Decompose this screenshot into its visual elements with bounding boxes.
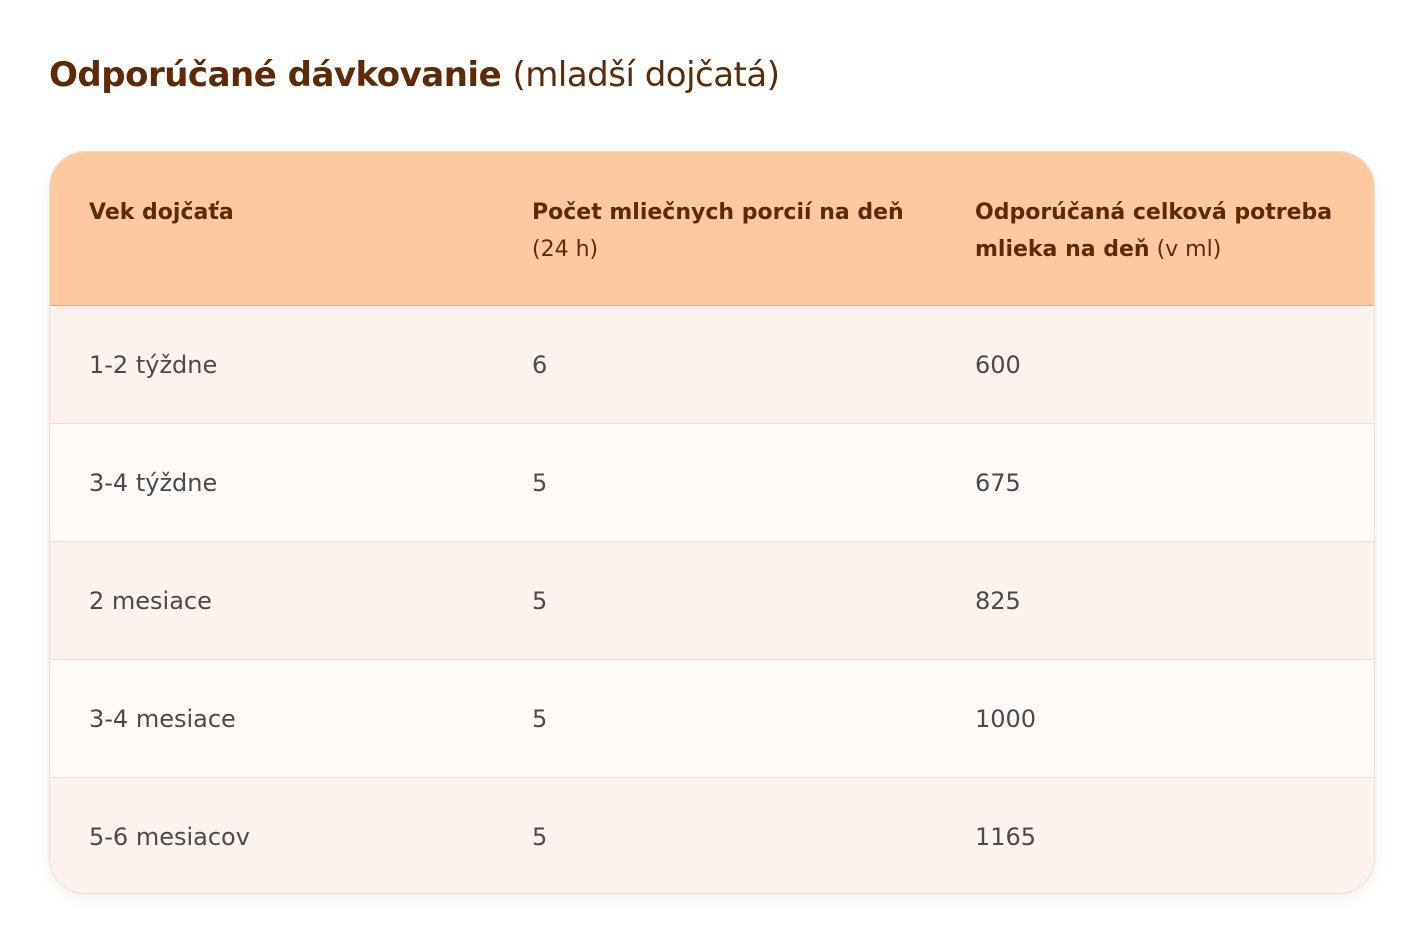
table-row: 5-6 mesiacov 5 1165 <box>50 778 1374 893</box>
cell-portions: 5 <box>532 822 548 851</box>
cell-total-milk: 825 <box>975 586 1021 615</box>
table-row: 3-4 týždne 5 675 <box>50 424 1374 542</box>
cell-total-milk: 600 <box>975 350 1021 379</box>
header-portions-label: Počet mliečnych porcií na deň <box>532 200 904 225</box>
header-age: Vek dojčaťa <box>89 194 489 231</box>
cell-total-milk: 1165 <box>975 822 1037 851</box>
table-row: 3-4 mesiace 5 1000 <box>50 660 1374 778</box>
cell-portions: 5 <box>532 468 548 497</box>
table-row: 2 mesiace 5 825 <box>50 542 1374 660</box>
page-title-main: Odporúčané dávkovanie <box>49 55 502 95</box>
header-age-label: Vek dojčaťa <box>89 200 234 225</box>
page-title: Odporúčané dávkovanie (mladší dojčatá) <box>49 52 780 98</box>
cell-portions: 6 <box>532 350 548 379</box>
cell-age: 5-6 mesiacov <box>89 822 250 851</box>
cell-age: 1-2 týždne <box>89 350 218 379</box>
cell-total-milk: 1000 <box>975 704 1037 733</box>
page-title-subtitle: (mladší dojčatá) <box>512 55 780 95</box>
table-row: 1-2 týždne 6 600 <box>50 306 1374 424</box>
header-portions: Počet mliečnych porcií na deň (24 h) <box>532 194 932 268</box>
header-total-milk: Odporúčaná celková potreba mlieka na deň… <box>975 194 1365 268</box>
dosage-table: Vek dojčaťa Počet mliečnych porcií na de… <box>49 151 1375 894</box>
cell-age: 3-4 týždne <box>89 468 218 497</box>
table-header: Vek dojčaťa Počet mliečnych porcií na de… <box>50 152 1374 306</box>
header-total-milk-unit: (v ml) <box>1156 237 1222 262</box>
header-total-milk-label: Odporúčaná celková potreba mlieka na deň <box>975 200 1333 262</box>
cell-total-milk: 675 <box>975 468 1021 497</box>
cell-portions: 5 <box>532 704 548 733</box>
cell-portions: 5 <box>532 586 548 615</box>
cell-age: 2 mesiace <box>89 586 212 615</box>
cell-age: 3-4 mesiace <box>89 704 236 733</box>
header-portions-unit: (24 h) <box>532 237 599 262</box>
